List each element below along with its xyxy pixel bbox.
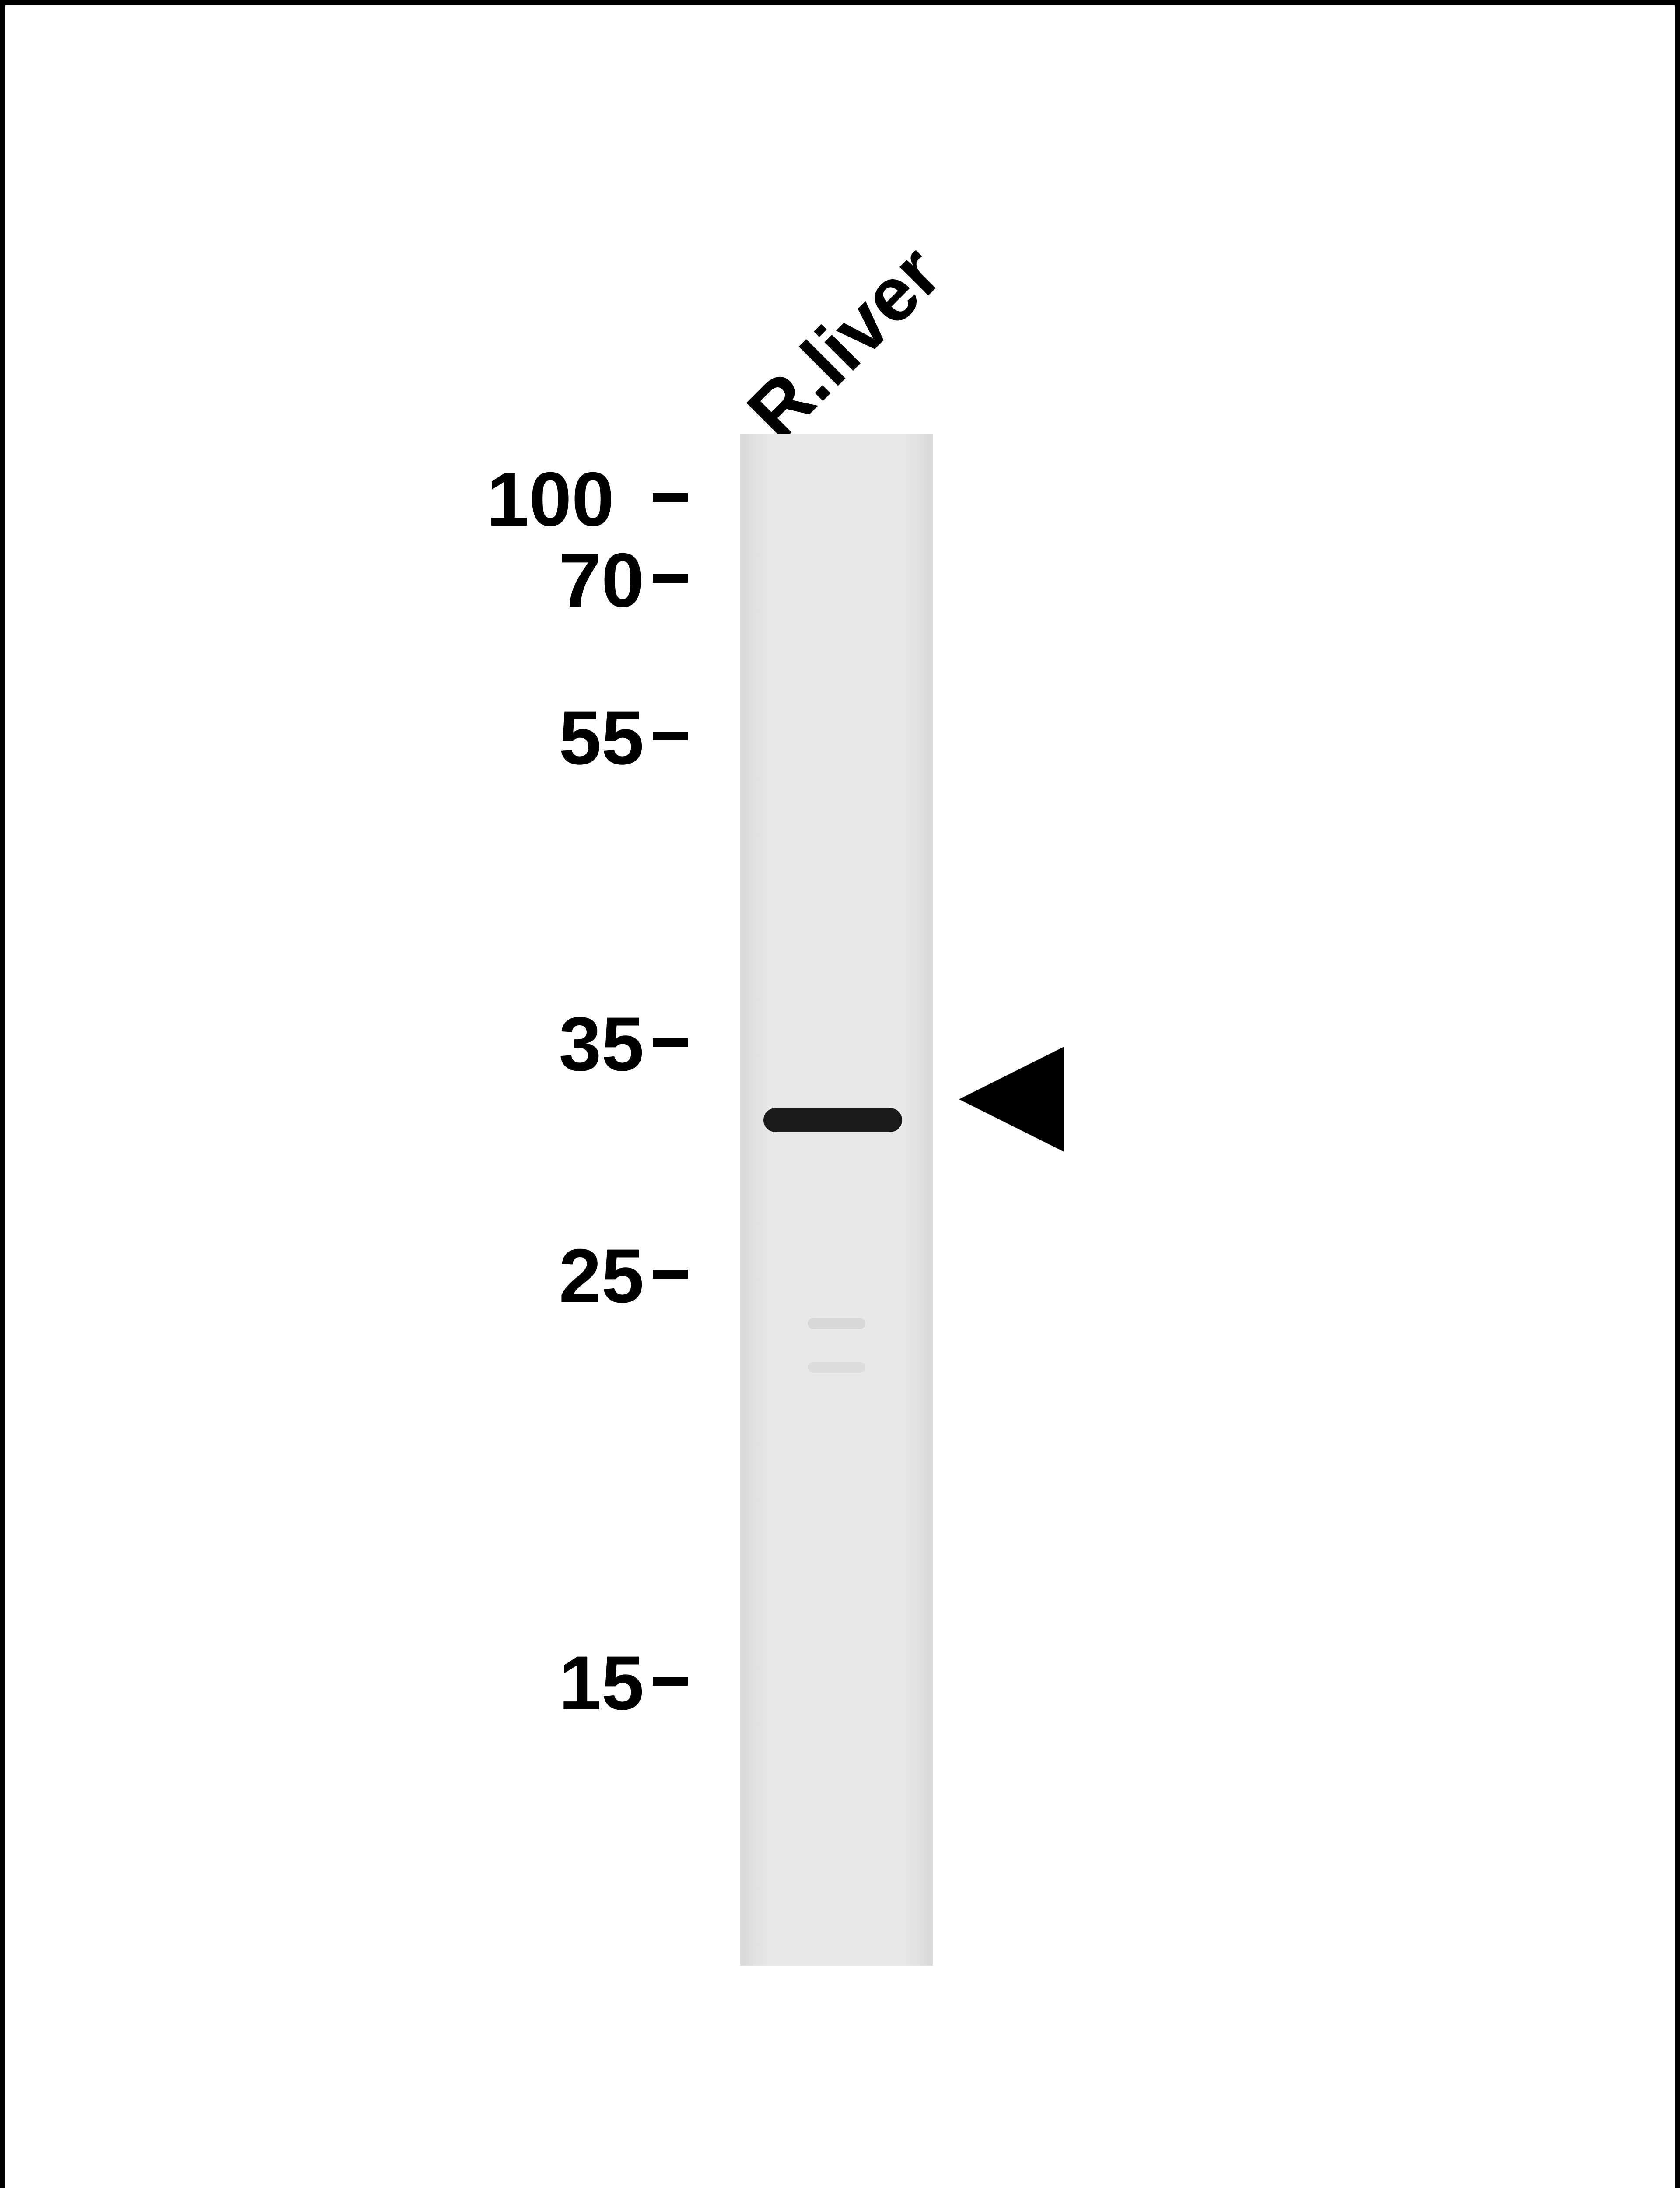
blot-lane (740, 434, 933, 1966)
mw-marker-tick (653, 1038, 688, 1047)
blot-figure-container: R.liver 10070 55 35 25 15 (0, 0, 1680, 2188)
mw-marker-tick (653, 732, 688, 740)
mw-marker-label: 55 (522, 694, 644, 782)
band-arrow-indicator (959, 1047, 1064, 1152)
mw-marker-tick (653, 1677, 688, 1686)
mw-marker-tick (653, 493, 688, 502)
mw-marker-label: 15 (522, 1639, 644, 1727)
protein-band (808, 1362, 865, 1373)
mw-marker-label: 35 (522, 1000, 644, 1088)
mw-marker-tick (653, 574, 688, 583)
protein-band (808, 1318, 865, 1329)
mw-marker-tick (653, 1270, 688, 1279)
protein-band (763, 1108, 902, 1132)
mw-marker-label: 25 (522, 1232, 644, 1320)
mw-marker-label: 100 (486, 456, 609, 543)
lane-label: R.liver (731, 229, 958, 456)
mw-marker-label: 70 (522, 536, 644, 624)
